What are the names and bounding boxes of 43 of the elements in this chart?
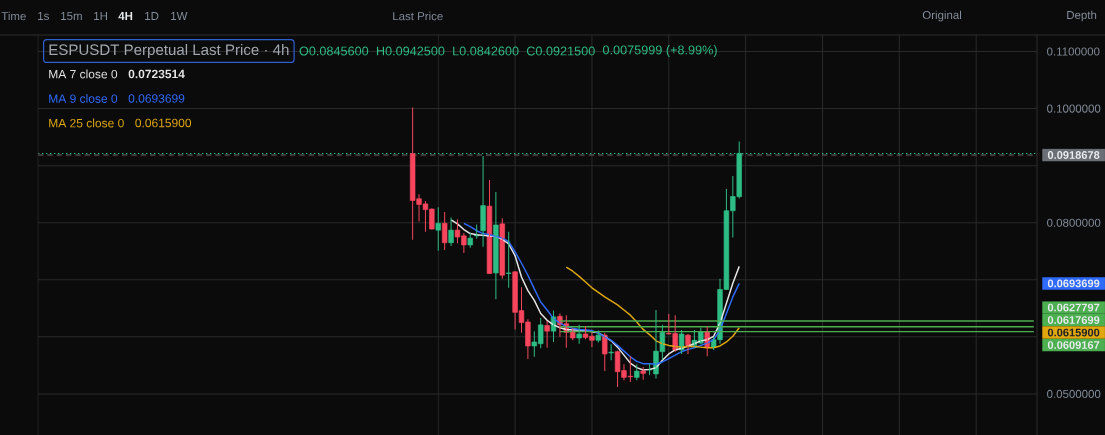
text: 1s [38, 12, 49, 20]
text: 0.0615900 [1047, 328, 1100, 337]
text: 4H [118, 12, 133, 20]
annotation: C0.0921500 [526, 46, 595, 56]
annotation: 0.0723514 [128, 69, 185, 79]
text: 1D [145, 12, 159, 20]
annotation: L0.0842600 [453, 46, 519, 56]
text: 15m [61, 12, 82, 20]
text: Depth [1067, 10, 1097, 22]
candlestick [576, 324, 582, 345]
candlestick [640, 366, 646, 381]
candlestick [595, 330, 602, 344]
text: Original [922, 10, 962, 22]
annotation: O0.0845600 [299, 46, 369, 56]
text: 0.0693699 [1047, 279, 1100, 288]
text: 1W [171, 12, 188, 20]
candlestick [441, 211, 448, 251]
y-tick-label: 0.1000000 [1047, 104, 1101, 113]
text: Last Price [393, 11, 443, 21]
text: MA 9 close 0 [49, 94, 118, 103]
candlestick [506, 231, 512, 289]
text: 0.0609167 [1047, 341, 1100, 349]
candlestick [486, 179, 493, 275]
text: Time [1, 11, 26, 21]
y-tick-label: 0.1100000 [1047, 47, 1100, 56]
candlestick [467, 232, 473, 249]
candlestick [634, 363, 640, 381]
y-tick-label: 0.0500000 [1047, 389, 1101, 398]
candlestick [499, 217, 505, 280]
annotation: 0.0615900 [135, 118, 192, 128]
text: MA 7 close 0 [49, 69, 118, 79]
text: 0.0627797 [1047, 303, 1100, 312]
candlestick [602, 332, 608, 372]
text: ESPUSDT Perpetual Last Price · 4h [49, 43, 289, 59]
text: 0.0617699 [1047, 316, 1100, 324]
annotation: 0.0075999 (+8.99%) [602, 45, 717, 57]
y-tick-label: 0.0800000 [1047, 218, 1101, 227]
text: MA 25 close 0 [49, 118, 124, 128]
text: 1H [94, 12, 107, 20]
annotation: H0.0942500 [376, 46, 445, 56]
annotation: 0.0693699 [128, 94, 185, 103]
candlestick [435, 206, 441, 252]
ref-line-label: 0.0918678 [1047, 151, 1100, 159]
